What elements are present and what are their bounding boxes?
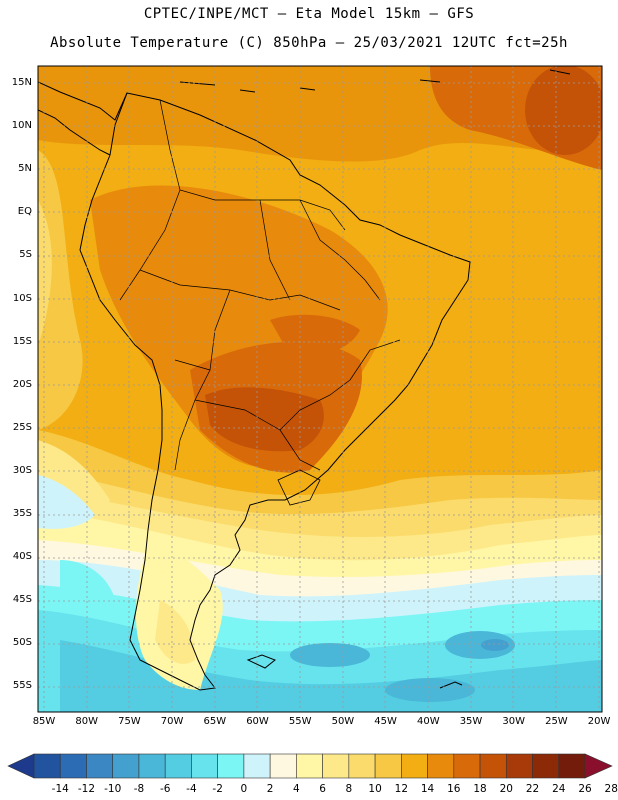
lat-label: EQ bbox=[17, 206, 32, 218]
temperature-field bbox=[38, 66, 602, 712]
lat-label: 40S bbox=[12, 551, 32, 563]
colorbar-label: -6 bbox=[159, 783, 171, 795]
colorbar-label: 24 bbox=[552, 783, 566, 795]
colorbar-label: 20 bbox=[499, 783, 513, 795]
colorbar-label: -4 bbox=[186, 783, 197, 795]
colorbar-label: 18 bbox=[473, 783, 487, 795]
lon-label: 60W bbox=[246, 716, 269, 727]
colorbar-swatch bbox=[296, 753, 323, 779]
gridlines bbox=[38, 66, 602, 712]
lon-label: 35W bbox=[459, 716, 483, 727]
title-line-2: Absolute Temperature (C) 850hPa – 25/03/… bbox=[50, 35, 568, 51]
lon-label: 45W bbox=[374, 716, 397, 727]
lon-label: 50W bbox=[331, 716, 355, 727]
lat-label: 20S bbox=[12, 378, 32, 390]
lon-label: 25W bbox=[545, 716, 568, 727]
colorbar-swatch bbox=[164, 753, 192, 779]
colorbar-min-arrow bbox=[7, 753, 35, 779]
colorbar-swatch bbox=[427, 753, 455, 779]
lat-label: 5S bbox=[19, 249, 32, 261]
lon-label: 40W bbox=[416, 716, 440, 727]
colorbar-swatch bbox=[33, 753, 61, 779]
lat-label: 25S bbox=[12, 421, 32, 433]
lon-label: 20W bbox=[587, 716, 611, 727]
lon-label: 70W bbox=[160, 716, 184, 727]
colorbar-swatch bbox=[374, 753, 402, 779]
lon-label: 55W bbox=[288, 716, 312, 727]
central-america-coast bbox=[38, 81, 128, 156]
colorbar-label: -2 bbox=[212, 783, 223, 795]
colorbar-label: -10 bbox=[104, 783, 122, 795]
colorbar-swatch bbox=[348, 753, 376, 779]
coastlines bbox=[38, 69, 571, 691]
colorbar-label: -12 bbox=[77, 783, 96, 795]
lat-label: 15N bbox=[11, 77, 32, 88]
colorbar-swatch bbox=[217, 753, 245, 779]
colorbar-label: 8 bbox=[345, 783, 353, 795]
colorbar-label: 22 bbox=[525, 783, 540, 795]
colorbar-swatch bbox=[138, 753, 166, 779]
lon-label: 75W bbox=[118, 716, 141, 727]
colorbar-label: 4 bbox=[293, 783, 300, 795]
lat-label: 50S bbox=[12, 637, 32, 649]
colorbar-label: 12 bbox=[394, 783, 409, 795]
colorbar-swatch bbox=[558, 753, 586, 779]
colorbar-label: 26 bbox=[578, 783, 592, 795]
colorbar-swatch bbox=[191, 753, 218, 779]
colorbar-label: 2 bbox=[266, 783, 274, 795]
colorbar-swatch bbox=[243, 753, 271, 779]
colorbar-swatch bbox=[59, 753, 87, 779]
colorbar-label: 10 bbox=[368, 783, 382, 795]
lat-label: 15S bbox=[12, 335, 32, 347]
lon-label: 65W bbox=[203, 716, 227, 727]
south-america-coast bbox=[79, 92, 471, 691]
colorbar-label: 16 bbox=[447, 783, 461, 795]
colorbar-swatch bbox=[479, 753, 507, 779]
colorbar-label: 6 bbox=[319, 783, 326, 795]
colorbar-label: 0 bbox=[240, 783, 248, 795]
colorbar-swatch bbox=[322, 753, 350, 779]
title-line-1: CPTEC/INPE/MCT – Eta Model 15km – GFS bbox=[143, 6, 475, 22]
colorbar-max-arrow bbox=[584, 753, 613, 779]
colorbar-swatch bbox=[532, 753, 560, 779]
lat-label: 35S bbox=[12, 508, 32, 519]
colorbar-swatch bbox=[401, 753, 428, 779]
lat-label: 30S bbox=[12, 464, 32, 476]
colorbar-label: -14 bbox=[51, 783, 69, 795]
colorbar-swatch bbox=[86, 753, 114, 779]
lat-label: 10S bbox=[12, 292, 32, 304]
lat-label: 55S bbox=[12, 680, 32, 692]
colorbar-swatch bbox=[112, 753, 140, 779]
colorbar-swatch bbox=[269, 753, 297, 779]
colorbar-label: 28 bbox=[604, 783, 618, 795]
colorbar-label: -8 bbox=[133, 783, 145, 795]
colorbar-label: 14 bbox=[420, 783, 435, 795]
lat-label: 5N bbox=[18, 163, 32, 175]
lon-label: 30W bbox=[502, 716, 525, 727]
lat-label: 10N bbox=[11, 120, 32, 132]
lat-label: 45S bbox=[12, 594, 32, 606]
colorbar-swatch bbox=[505, 753, 533, 779]
map-frame bbox=[37, 65, 603, 713]
lon-label: 85W bbox=[32, 716, 56, 727]
colorbar bbox=[7, 753, 613, 779]
lon-label: 80W bbox=[75, 716, 98, 727]
colorbar-swatch bbox=[453, 753, 481, 779]
